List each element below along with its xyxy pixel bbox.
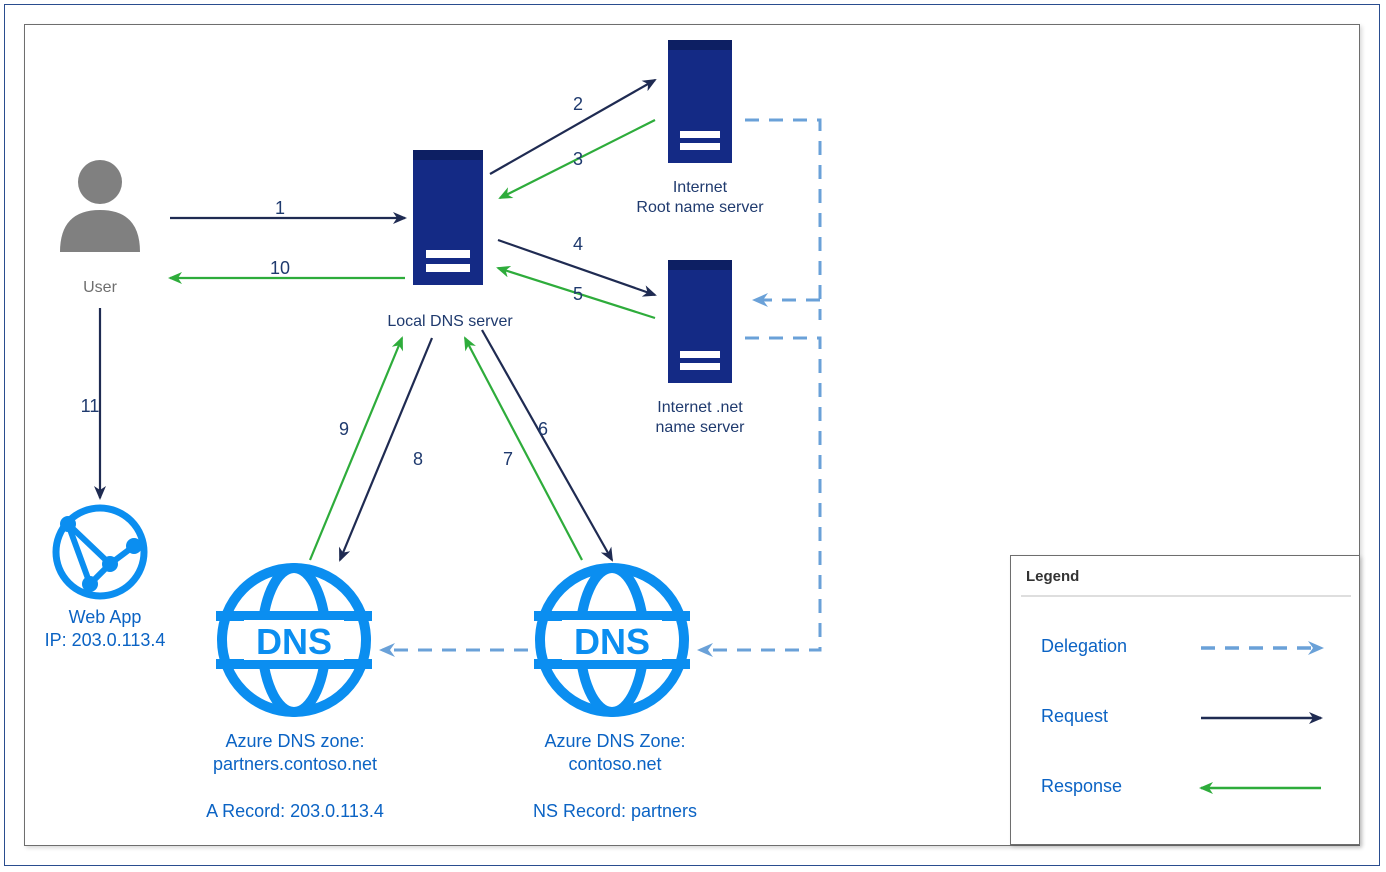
user-label: User (60, 278, 140, 298)
dns-partners-title: Azure DNS zone: partners.contoso.net (180, 730, 410, 775)
legend-box: Legend Delegation Request Response (1010, 555, 1360, 845)
local-dns-label: Local DNS server (370, 312, 530, 332)
net-server-label: Internet .net name server (620, 398, 780, 438)
dns-contoso-record: NS Record: partners (500, 800, 730, 823)
dns-contoso-title: Azure DNS Zone: contoso.net (500, 730, 730, 775)
dns-partners-record: A Record: 203.0.113.4 (180, 800, 410, 823)
legend-lines (1011, 556, 1361, 846)
root-server-label: Internet Root name server (610, 178, 790, 218)
web-app-label: Web App IP: 203.0.113.4 (30, 606, 180, 651)
